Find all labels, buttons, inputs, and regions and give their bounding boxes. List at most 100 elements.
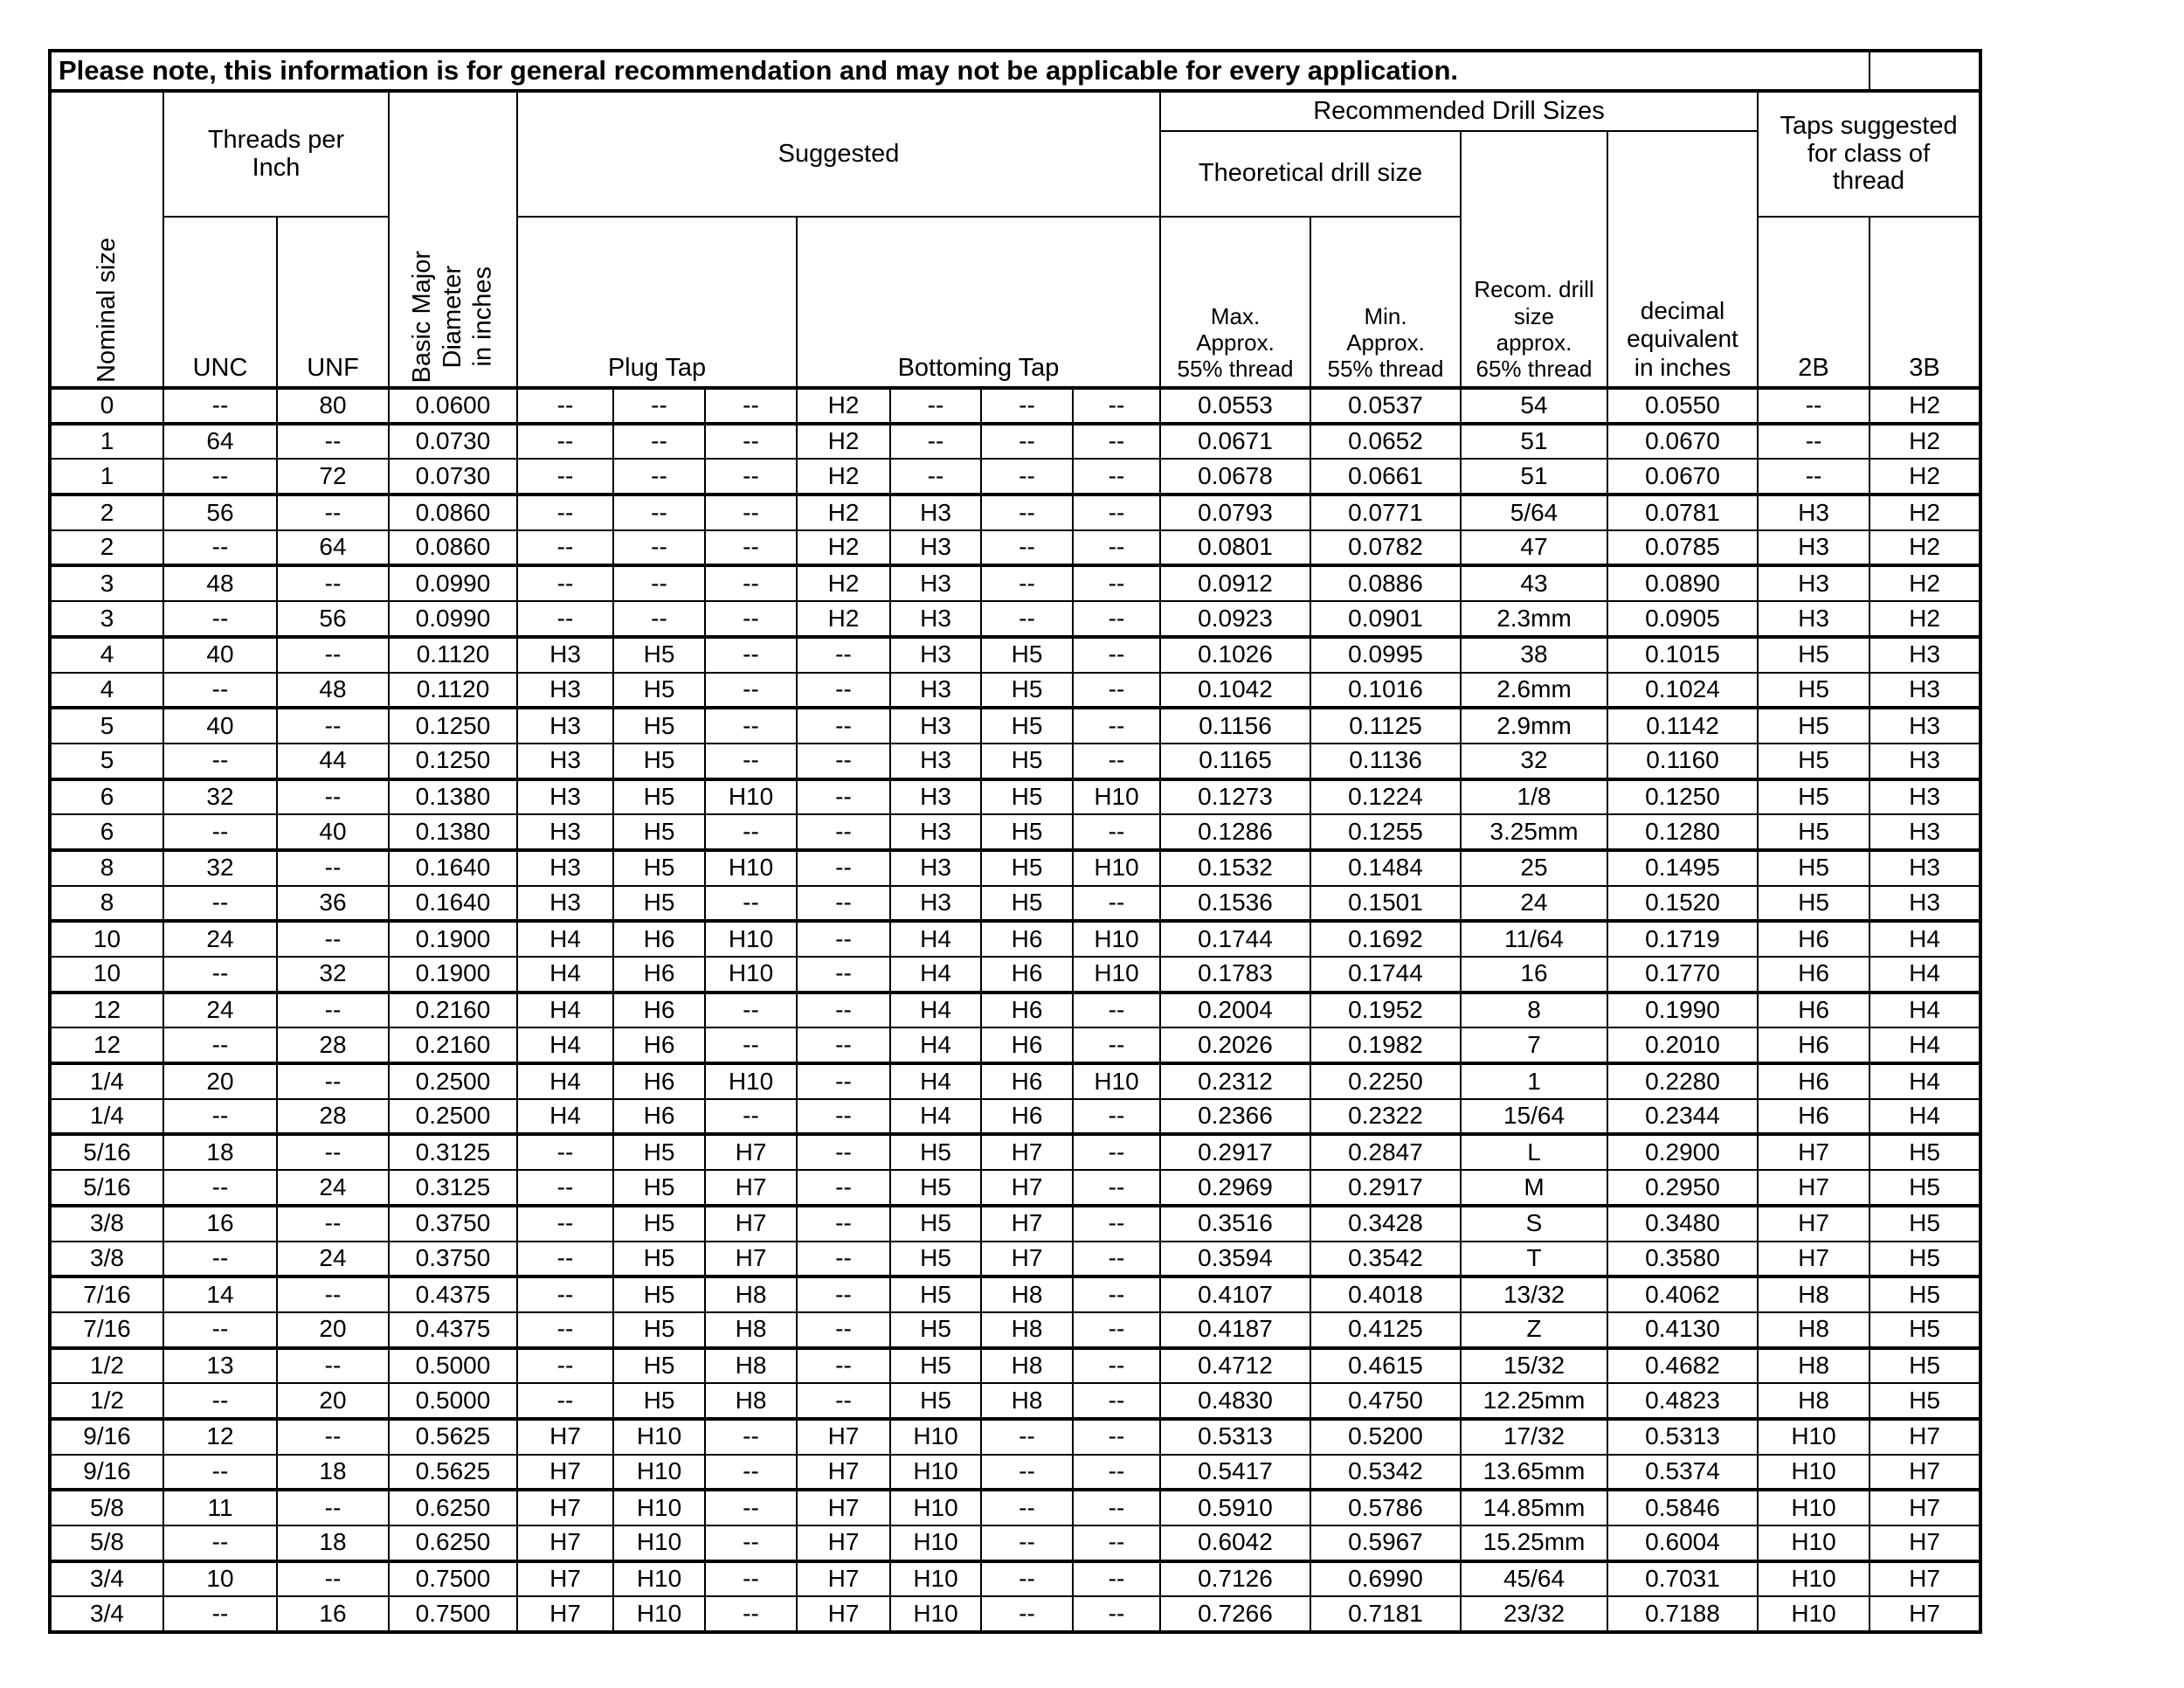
cell-plug-tap-2: H5	[612, 1276, 706, 1313]
cell-plug-tap-3: H10	[704, 1062, 798, 1100]
cell-min-approx-55: 0.1224	[1310, 778, 1462, 816]
cell-class-3b: H4	[1869, 956, 1982, 994]
cell-min-approx-55: 0.0886	[1310, 564, 1462, 603]
cell-plug-tap-3: H7	[704, 1133, 798, 1172]
cell-unc: --	[162, 1382, 278, 1421]
cell-min-approx-55: 0.5342	[1310, 1453, 1462, 1492]
cell-bottoming-tap-3: H8	[980, 1382, 1074, 1421]
table-row: 1/2 -- 20 0.5000 -- H5 H8 -- H5 H8 -- 0.4830 0.4750 1…	[49, 1382, 1982, 1421]
cell-unf: 36	[276, 884, 390, 924]
cell-max-approx-55: 0.2917	[1159, 1133, 1311, 1172]
cell-bottoming-tap-4: --	[1072, 671, 1161, 710]
cell-bottoming-tap-1: H2	[796, 422, 891, 460]
cell-plug-tap-1: H4	[516, 1027, 614, 1066]
cell-recom-drill-65: 47	[1460, 529, 1608, 568]
cell-min-approx-55: 0.0901	[1310, 600, 1462, 639]
cell-bottoming-tap-1: H2	[796, 494, 891, 531]
cell-basic-major-diameter: 0.1640	[388, 884, 518, 924]
cell-unc: 64	[162, 422, 278, 460]
header-theoretical-drill-size: Theoretical drill size	[1159, 130, 1462, 218]
cell-bottoming-tap-3: H6	[980, 920, 1074, 958]
cell-min-approx-55: 0.2847	[1310, 1133, 1462, 1172]
cell-bottoming-tap-2: H4	[889, 1027, 982, 1066]
cell-max-approx-55: 0.0678	[1159, 458, 1311, 497]
cell-class-2b: H10	[1756, 1595, 1871, 1634]
cell-max-approx-55: 0.4830	[1159, 1382, 1311, 1421]
cell-plug-tap-1: --	[516, 458, 614, 497]
cell-bottoming-tap-4: --	[1072, 1346, 1161, 1385]
cell-bottoming-tap-3: --	[980, 1417, 1074, 1456]
cell-decimal-equivalent: 0.1160	[1607, 742, 1759, 781]
table-row: 2 56 -- 0.0860 -- -- -- H2 H3 -- -- 0.0793 0.0771 5/6…	[49, 494, 1982, 531]
cell-bottoming-tap-3: --	[980, 494, 1074, 531]
cell-min-approx-55: 0.1501	[1310, 884, 1462, 924]
cell-unc: --	[162, 386, 278, 425]
cell-class-3b: H3	[1869, 778, 1982, 816]
cell-decimal-equivalent: 0.5374	[1607, 1453, 1759, 1492]
cell-unf: 16	[276, 1595, 390, 1634]
cell-basic-major-diameter: 0.5625	[388, 1453, 518, 1492]
cell-recom-drill-65: 13/32	[1460, 1276, 1608, 1313]
cell-max-approx-55: 0.5417	[1159, 1453, 1311, 1492]
cell-bottoming-tap-4: --	[1072, 494, 1161, 531]
cell-decimal-equivalent: 0.5313	[1607, 1417, 1759, 1456]
cell-class-2b: H6	[1756, 991, 1871, 1029]
cell-recom-drill-65: 3.25mm	[1460, 813, 1608, 852]
cell-bottoming-tap-2: H3	[889, 707, 982, 744]
cell-bottoming-tap-2: H3	[889, 848, 982, 887]
cell-recom-drill-65: 45/64	[1460, 1560, 1608, 1598]
cell-plug-tap-2: H5	[612, 635, 706, 674]
cell-plug-tap-3: --	[704, 635, 798, 674]
cell-plug-tap-3: H10	[704, 920, 798, 958]
table-row: 5 40 -- 0.1250 H3 H5 -- -- H3 H5 -- 0.1156 0.1125 2.9…	[49, 707, 1982, 744]
cell-class-3b: H7	[1869, 1417, 1982, 1456]
cell-plug-tap-3: --	[704, 1525, 798, 1563]
cell-class-2b: H8	[1756, 1311, 1871, 1350]
cell-recom-drill-65: 15.25mm	[1460, 1525, 1608, 1563]
cell-unf: --	[276, 707, 390, 744]
cell-nominal-size: 1	[49, 422, 164, 460]
cell-nominal-size: 4	[49, 635, 164, 674]
cell-plug-tap-3: --	[704, 991, 798, 1029]
cell-basic-major-diameter: 0.3750	[388, 1240, 518, 1279]
cell-unf: --	[276, 1489, 390, 1526]
cell-bottoming-tap-1: --	[796, 1311, 891, 1350]
cell-bottoming-tap-4: --	[1072, 1560, 1161, 1598]
cell-nominal-size: 5	[49, 742, 164, 781]
cell-bottoming-tap-2: H3	[889, 671, 982, 710]
cell-bottoming-tap-2: --	[889, 422, 982, 460]
cell-unc: 40	[162, 707, 278, 744]
header-bottoming-tap: Bottoming Tap	[796, 216, 1161, 389]
cell-unc: --	[162, 529, 278, 568]
cell-class-2b: H5	[1756, 778, 1871, 816]
cell-plug-tap-1: --	[516, 600, 614, 639]
cell-bottoming-tap-1: --	[796, 1097, 891, 1137]
cell-max-approx-55: 0.7126	[1159, 1560, 1311, 1598]
cell-bottoming-tap-4: --	[1072, 991, 1161, 1029]
header-class-2b: 2B	[1756, 216, 1871, 389]
cell-recom-drill-65: 2.6mm	[1460, 671, 1608, 710]
cell-bottoming-tap-4: H10	[1072, 956, 1161, 994]
cell-plug-tap-1: H7	[516, 1525, 614, 1563]
cell-unc: 13	[162, 1346, 278, 1385]
cell-bottoming-tap-2: H5	[889, 1276, 982, 1313]
cell-unf: --	[276, 422, 390, 460]
cell-basic-major-diameter: 0.2500	[388, 1097, 518, 1137]
cell-plug-tap-3: H8	[704, 1311, 798, 1350]
cell-decimal-equivalent: 0.0550	[1607, 386, 1759, 425]
cell-decimal-equivalent: 0.6004	[1607, 1525, 1759, 1563]
cell-plug-tap-1: --	[516, 1204, 614, 1242]
cell-unc: 14	[162, 1276, 278, 1313]
cell-bottoming-tap-3: H5	[980, 742, 1074, 781]
cell-recom-drill-65: 54	[1460, 386, 1608, 425]
cell-unf: --	[276, 1276, 390, 1313]
cell-plug-tap-2: H5	[612, 1382, 706, 1421]
cell-recom-drill-65: S	[1460, 1204, 1608, 1242]
cell-recom-drill-65: L	[1460, 1133, 1608, 1172]
cell-plug-tap-3: --	[704, 422, 798, 460]
cell-bottoming-tap-3: --	[980, 1453, 1074, 1492]
cell-bottoming-tap-4: --	[1072, 1595, 1161, 1634]
cell-unc: 32	[162, 778, 278, 816]
cell-class-2b: --	[1756, 386, 1871, 425]
nominal-size-rotated-wrap: Nominal size	[52, 93, 162, 386]
